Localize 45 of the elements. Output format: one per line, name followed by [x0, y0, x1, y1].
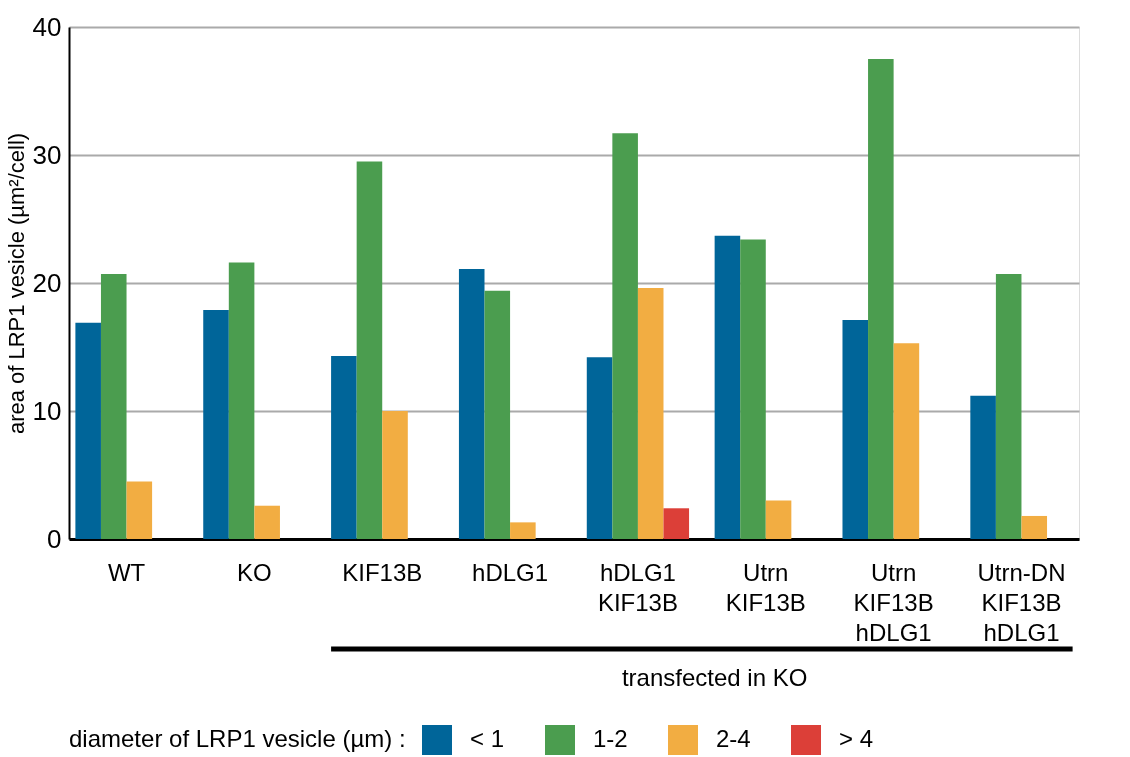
y-tick-label: 40 — [32, 11, 62, 42]
bar — [75, 322, 101, 539]
x-tick-label: KO — [237, 558, 272, 586]
bar — [970, 395, 996, 539]
bar — [995, 274, 1022, 539]
bar — [382, 411, 408, 539]
x-tick-label: hDLG1 — [472, 558, 549, 586]
bar — [612, 133, 638, 539]
x-tick-label: Utrn-DN KIF13B hDLG1 — [977, 558, 1066, 646]
legend-label: 1-2 — [593, 725, 628, 752]
bar — [458, 268, 485, 539]
bar — [714, 235, 741, 539]
bar — [663, 508, 690, 539]
bar — [765, 500, 792, 539]
bar — [484, 290, 511, 539]
legend-label: 2-4 — [716, 725, 751, 752]
bar — [100, 274, 127, 539]
bar — [868, 59, 894, 539]
x-tick-label: Utrn KIF13B hDLG1 — [853, 558, 934, 646]
y-tick-label: 0 — [47, 523, 62, 554]
bar — [586, 357, 613, 539]
bar — [126, 481, 153, 539]
x-tick-label: KIF13B — [342, 558, 423, 586]
y-tick-label: 10 — [32, 395, 62, 426]
y-tick-label: 30 — [32, 139, 62, 170]
x-tick-label: Utrn KIF13B — [725, 558, 806, 616]
y-tick-label: 20 — [32, 267, 62, 298]
x-tick-label: WT — [107, 558, 146, 586]
bar — [203, 309, 229, 539]
bar — [228, 262, 255, 539]
legend-label: > 4 — [839, 725, 874, 752]
bar — [356, 161, 383, 539]
legend-label: < 1 — [470, 725, 505, 752]
bar — [740, 239, 766, 539]
x-tick-label: hDLG1 KIF13B — [597, 558, 678, 616]
bar — [842, 320, 869, 539]
bar — [254, 505, 280, 539]
bar — [637, 288, 664, 539]
bar — [893, 343, 920, 539]
text: transfected in KO — [621, 664, 808, 691]
y-axis-title: area of LRP1 vesicle (µm²/cell) — [3, 132, 29, 435]
legend-title: diameter of LRP1 vesicle (µm) : — [69, 725, 406, 752]
bar — [510, 522, 536, 539]
bar — [331, 355, 357, 539]
bar — [1021, 515, 1048, 539]
